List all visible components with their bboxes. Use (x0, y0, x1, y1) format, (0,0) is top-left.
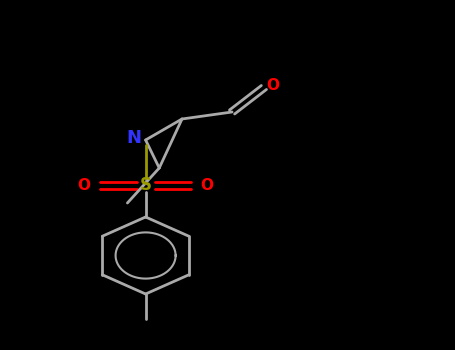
Text: N: N (127, 129, 142, 147)
Text: O: O (78, 178, 91, 193)
Text: O: O (267, 78, 279, 93)
Text: O: O (201, 178, 213, 193)
Text: S: S (140, 176, 152, 195)
